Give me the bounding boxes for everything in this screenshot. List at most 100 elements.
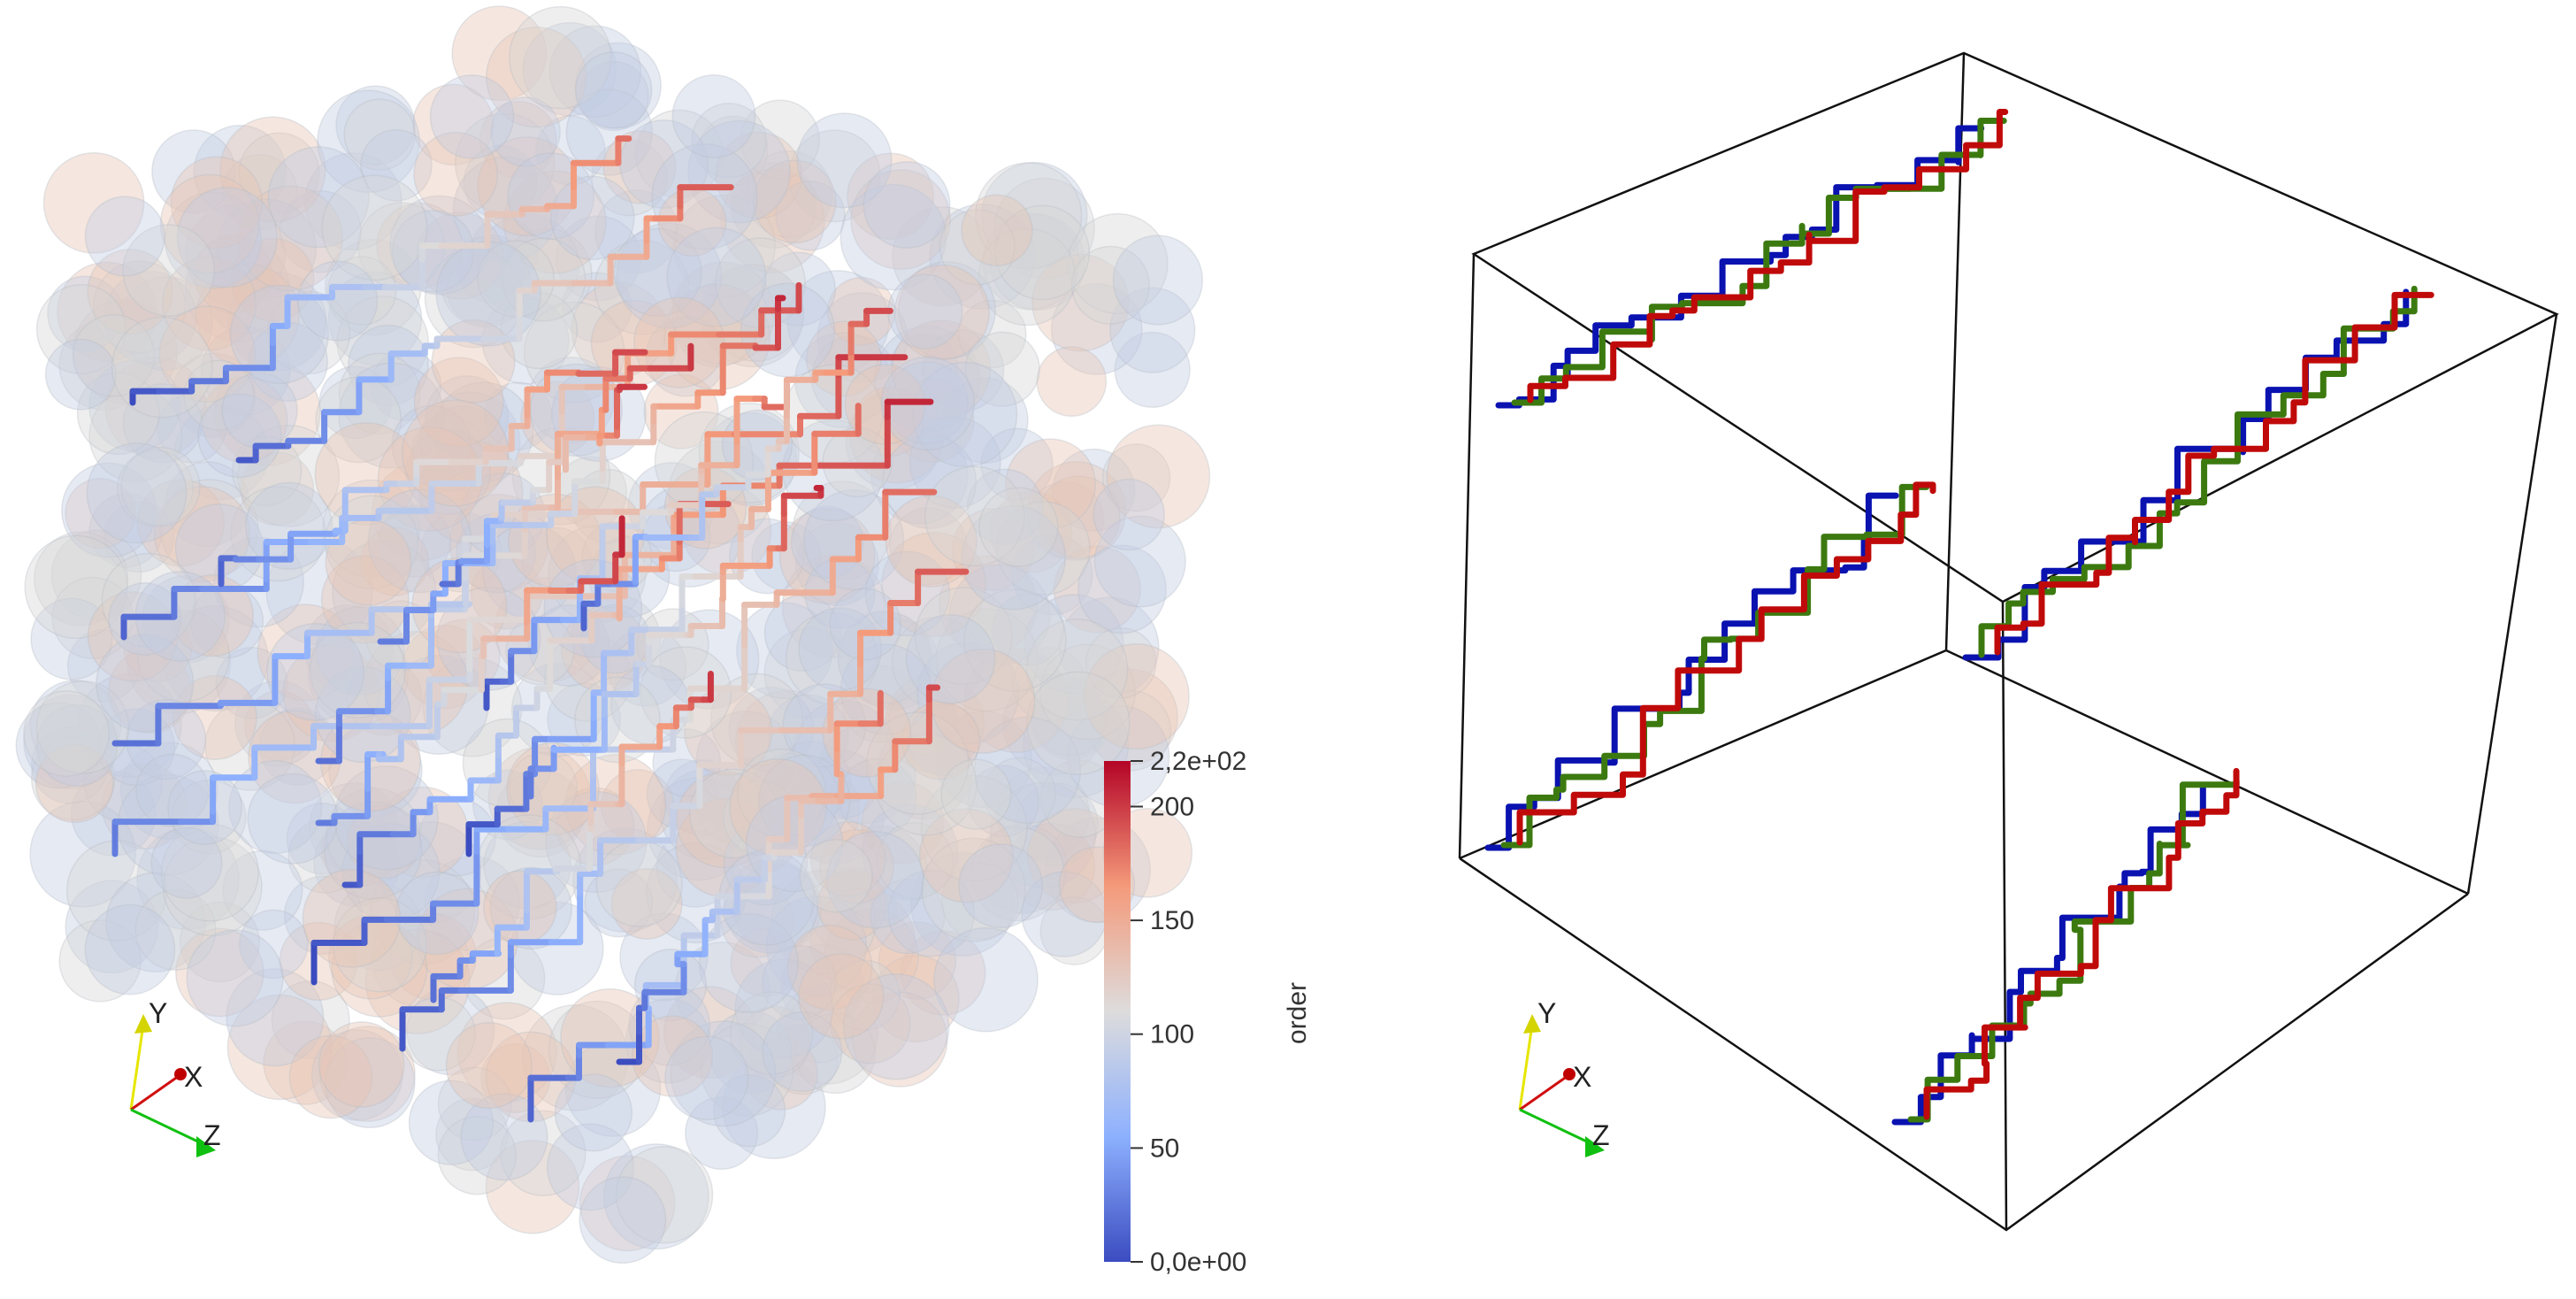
sphere xyxy=(522,21,617,117)
sphere xyxy=(745,150,833,239)
sphere xyxy=(1090,689,1172,772)
colorbar-tick-label: 2,2e+02 xyxy=(1150,747,1246,776)
sphere xyxy=(656,828,735,908)
sphere xyxy=(44,338,117,411)
sphere xyxy=(502,237,586,322)
colorbar-gradient xyxy=(1104,761,1131,1262)
sphere xyxy=(1070,245,1150,325)
sphere xyxy=(435,241,541,347)
sphere xyxy=(594,189,679,274)
sphere xyxy=(729,991,814,1075)
sphere xyxy=(602,130,677,204)
sphere xyxy=(546,1123,634,1211)
sphere xyxy=(762,944,837,1020)
sphere xyxy=(167,770,242,845)
sphere xyxy=(490,96,561,167)
sphere xyxy=(929,204,1036,310)
sphere xyxy=(263,1020,348,1105)
sphere xyxy=(313,820,401,908)
sphere xyxy=(266,623,364,721)
sphere xyxy=(326,256,397,326)
sphere xyxy=(876,822,954,900)
sphere xyxy=(687,119,791,224)
right-orientation-axes: Y X Z xyxy=(1518,997,1610,1157)
sphere xyxy=(193,234,273,314)
sphere xyxy=(30,597,113,680)
sphere xyxy=(136,479,226,567)
sphere xyxy=(336,296,429,388)
sphere xyxy=(778,508,876,604)
sphere xyxy=(135,753,210,827)
sphere xyxy=(940,862,1019,941)
sphere xyxy=(413,131,499,217)
sphere xyxy=(786,924,873,1011)
sphere xyxy=(989,213,1086,311)
sphere xyxy=(736,602,833,699)
sphere xyxy=(779,943,864,1028)
left-render-view[interactable] xyxy=(15,5,1211,1264)
sphere xyxy=(885,495,978,588)
sphere xyxy=(500,227,593,320)
sphere xyxy=(267,146,370,249)
sphere xyxy=(548,25,641,118)
sphere xyxy=(715,131,803,219)
sphere xyxy=(433,381,534,483)
right-render-view[interactable] xyxy=(1458,51,2559,1232)
sphere xyxy=(328,914,413,1000)
sphere xyxy=(739,1005,811,1079)
sphere xyxy=(317,89,420,194)
sphere xyxy=(700,1022,794,1117)
axis-x-line xyxy=(1519,1074,1568,1111)
sphere xyxy=(395,871,479,956)
sphere xyxy=(840,183,947,291)
axis-y-line xyxy=(129,1024,145,1111)
sphere xyxy=(231,435,303,506)
sphere xyxy=(535,115,606,186)
sphere xyxy=(1011,534,1093,616)
sphere xyxy=(1024,594,1124,695)
sphere xyxy=(712,1074,786,1148)
sphere xyxy=(935,608,1039,712)
sphere xyxy=(101,763,188,850)
sphere xyxy=(42,152,145,254)
sphere xyxy=(798,953,885,1040)
sphere xyxy=(216,198,317,299)
sphere xyxy=(47,275,124,352)
sphere xyxy=(651,143,758,250)
sphere xyxy=(327,271,423,366)
sphere xyxy=(852,991,948,1088)
sphere xyxy=(579,1155,676,1252)
sphere xyxy=(157,394,226,464)
sphere xyxy=(659,768,751,860)
sphere xyxy=(975,162,1083,270)
sphere xyxy=(564,1041,662,1137)
sphere xyxy=(237,424,341,527)
sphere xyxy=(941,377,1029,464)
sphere xyxy=(594,239,690,335)
sphere xyxy=(873,325,981,433)
sphere xyxy=(315,605,405,696)
sphere xyxy=(179,901,261,983)
sphere xyxy=(136,826,240,931)
sphere xyxy=(425,375,510,459)
sphere xyxy=(456,234,526,304)
sphere xyxy=(107,649,193,734)
sphere xyxy=(829,588,902,661)
sphere xyxy=(691,103,767,179)
sphere xyxy=(826,830,924,929)
sphere xyxy=(616,222,723,329)
sphere xyxy=(796,112,893,209)
colorbar-tick-label: 100 xyxy=(1150,1020,1194,1049)
sphere xyxy=(103,501,175,573)
sphere xyxy=(435,1097,509,1172)
sphere xyxy=(615,1146,714,1244)
sphere xyxy=(416,211,504,300)
sphere xyxy=(977,823,1069,914)
sphere xyxy=(219,116,326,223)
sphere xyxy=(887,869,976,957)
sphere xyxy=(882,434,978,529)
sphere xyxy=(1025,618,1129,721)
sphere xyxy=(720,168,825,273)
sphere xyxy=(228,760,323,855)
sphere xyxy=(164,191,262,289)
